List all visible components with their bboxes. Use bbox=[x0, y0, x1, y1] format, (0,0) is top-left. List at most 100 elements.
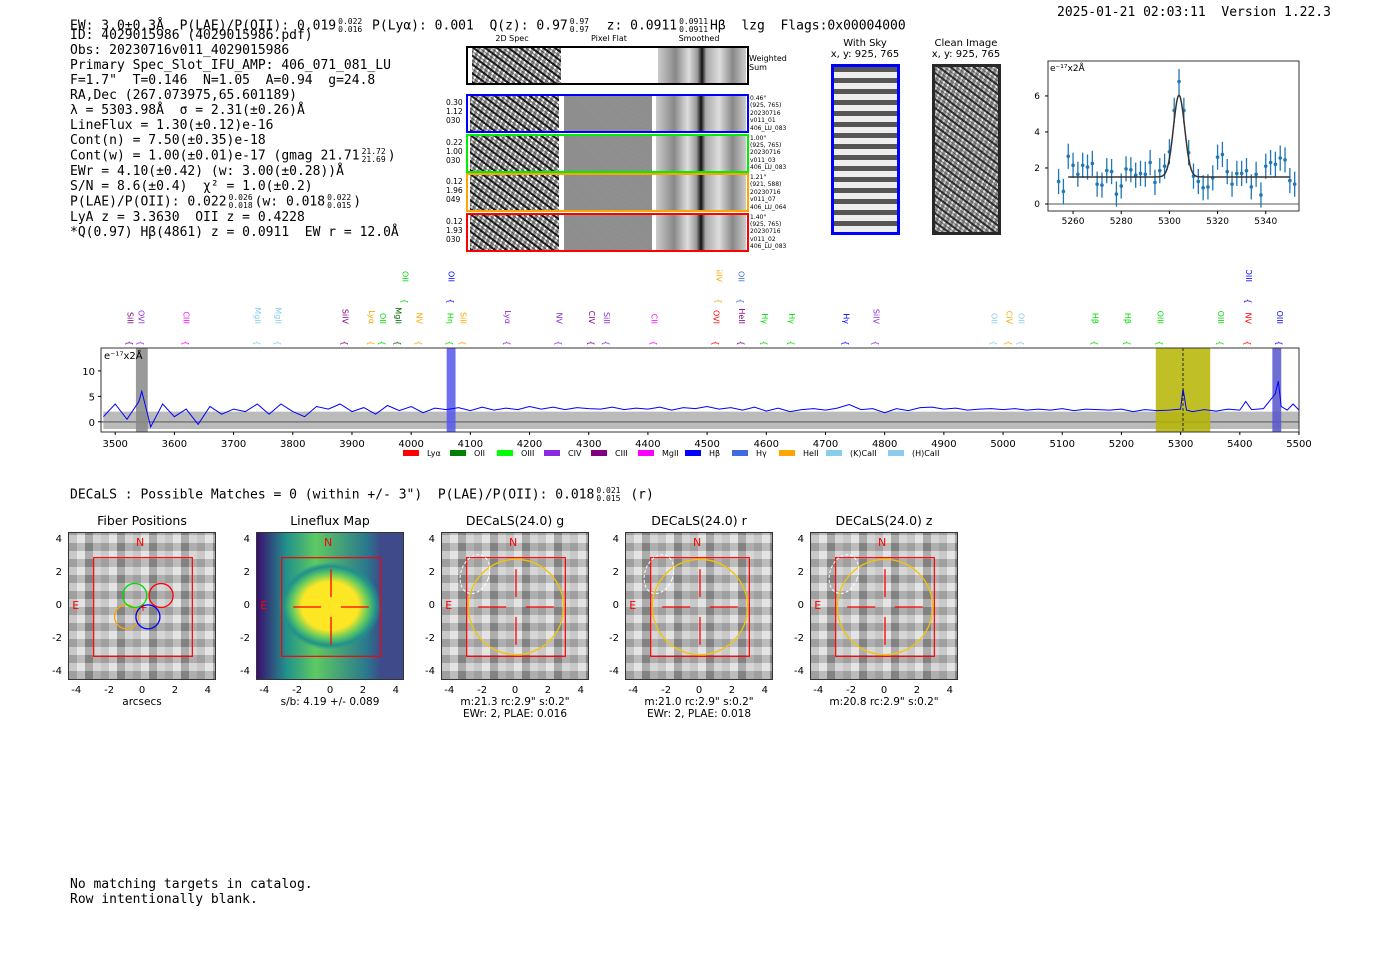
east-label: E bbox=[814, 599, 822, 612]
z-range: 0.0911 0.0911 bbox=[679, 18, 708, 34]
emission-line-label: Hβ bbox=[1090, 313, 1099, 324]
info-line: Obs: 20230716v011_4029015986 bbox=[70, 43, 290, 58]
x-tick-label: 2 bbox=[544, 685, 552, 696]
highlight-region bbox=[446, 348, 456, 432]
with-sky-image bbox=[831, 64, 900, 235]
info-line: Primary Spec_Slot_IFU_AMP: 406_071_081_L… bbox=[70, 58, 391, 73]
column-header: Pixel Flat bbox=[591, 34, 627, 43]
x-tick-label: -4 bbox=[71, 685, 82, 696]
exposure-info: 0.46" bbox=[750, 95, 767, 102]
exposure-stat: 030 bbox=[446, 116, 461, 125]
x-tick-label: 3900 bbox=[339, 439, 364, 450]
legend-label: OIII bbox=[521, 449, 534, 458]
aperture-box bbox=[650, 557, 750, 657]
emission-line-label: Lyα bbox=[503, 310, 512, 324]
emission-line-bracket: { bbox=[400, 298, 409, 303]
emission-line-bracket: { bbox=[366, 340, 375, 345]
emission-line-label: CII bbox=[649, 314, 658, 324]
x-tick-label: -2 bbox=[292, 685, 303, 696]
spectrum-axes-frame bbox=[100, 347, 1300, 433]
exposure-stat: 030 bbox=[446, 155, 461, 165]
emission-line-label: CIV bbox=[1004, 311, 1013, 325]
aperture-box bbox=[93, 557, 193, 657]
decals-plae-range: 0.021 0.015 bbox=[596, 487, 620, 503]
panel-title: DECaLS(24.0) r bbox=[651, 513, 747, 528]
x-tick-label: 3700 bbox=[221, 439, 246, 450]
column-header: Smoothed bbox=[678, 34, 720, 43]
emission-line-label: SiIV bbox=[714, 270, 723, 283]
info-block: ID: 4029015986 (4029015986.pdf) Obs: 2023… bbox=[70, 28, 399, 240]
data-point bbox=[1056, 179, 1061, 184]
emission-line-label: MgII bbox=[253, 307, 262, 324]
exposure-stat: 1.00 bbox=[446, 146, 463, 156]
exposure-info: 406_LU_083 bbox=[750, 124, 787, 132]
y-tick-label: 0 bbox=[243, 600, 250, 611]
emission-line-bracket: { bbox=[649, 340, 658, 345]
data-point bbox=[1109, 169, 1114, 174]
info-line: P(LAE)/P(OII): 0.022 0.026 0.018 (w: 0.018 0… bbox=[70, 194, 399, 210]
fiber-circle bbox=[122, 582, 148, 609]
emission-line-label: OIII bbox=[1244, 270, 1253, 282]
exposure-stat: 0.30 bbox=[446, 98, 463, 107]
plae-hi: 0.022 bbox=[338, 17, 363, 26]
data-point bbox=[1215, 155, 1220, 159]
exposure-info: 1.00" bbox=[750, 134, 767, 142]
y-tick-label: 2 bbox=[1034, 164, 1040, 174]
data-point bbox=[1129, 167, 1133, 172]
legend-swatch bbox=[497, 450, 513, 456]
emission-line-bracket: { bbox=[252, 340, 261, 345]
info-line: λ = 5303.98Å σ = 2.31(±0.26)Å bbox=[70, 103, 305, 118]
range-hi: 0.022 bbox=[327, 193, 352, 202]
emission-line-bracket: { bbox=[714, 298, 723, 303]
qz-text: Q(z): 0.97 bbox=[489, 18, 568, 34]
data-point bbox=[1220, 152, 1225, 157]
exposure-info: (925, 765) bbox=[750, 220, 782, 228]
data-point bbox=[1061, 189, 1066, 194]
spec-2d-image bbox=[470, 96, 559, 131]
data-point bbox=[1071, 163, 1075, 168]
smoothed-image bbox=[658, 48, 746, 83]
emission-line-label: OII bbox=[378, 313, 387, 324]
x-tick-label: -4 bbox=[444, 685, 455, 696]
value-range: 0.026 0.018 bbox=[229, 194, 253, 210]
data-point bbox=[1119, 184, 1124, 188]
y-tick-label: -4 bbox=[425, 665, 435, 677]
exposure-stat: 1.96 bbox=[446, 186, 463, 195]
aperture-box bbox=[281, 557, 381, 657]
x-tick-label: 2 bbox=[728, 685, 736, 696]
east-label: E bbox=[445, 599, 453, 612]
emission-line-label: SiII bbox=[602, 312, 611, 324]
exposure-info: 406_LU_083 bbox=[750, 164, 787, 172]
x-tick-label: 4900 bbox=[931, 439, 956, 450]
match-aperture-ellipse bbox=[651, 558, 749, 656]
x-tick-label: 5000 bbox=[990, 439, 1015, 450]
pixel-flat-image bbox=[564, 135, 652, 171]
catalog-line-2: Row intentionally blank. bbox=[70, 892, 258, 907]
data-point bbox=[1206, 185, 1210, 189]
qz-range: 0.97 0.97 bbox=[570, 18, 589, 34]
y-tick-label: 10 bbox=[82, 367, 95, 378]
legend-swatch bbox=[732, 450, 748, 456]
legend-label: (K)CaII bbox=[850, 449, 877, 458]
emission-line-label: SiII bbox=[459, 312, 468, 324]
z-lo: 0.0911 bbox=[679, 25, 709, 34]
data-point bbox=[1076, 172, 1080, 177]
panel-caption: EWr: 2, PLAE: 0.016 bbox=[462, 708, 568, 720]
emission-line-label: SiII bbox=[126, 312, 135, 324]
emission-line-label: OIII bbox=[1216, 311, 1225, 324]
data-point bbox=[1273, 162, 1278, 167]
x-tick-label: 0 bbox=[880, 685, 888, 696]
data-point bbox=[1085, 165, 1090, 169]
range-hi: 0.026 bbox=[228, 193, 253, 202]
info-line: ID: 4029015986 (4029015986.pdf) bbox=[70, 28, 313, 43]
emission-line-bracket: { bbox=[458, 340, 467, 345]
emission-line-bracket: { bbox=[445, 340, 454, 345]
z-hi: 0.0911 bbox=[679, 17, 709, 26]
x-tick-label: 0 bbox=[695, 685, 703, 696]
data-point bbox=[1239, 171, 1244, 176]
y-tick-label: 0 bbox=[89, 418, 95, 429]
emission-line-label: Hβ bbox=[1123, 313, 1132, 324]
with-sky-xy: x, y: 925, 765 bbox=[830, 49, 900, 60]
smoothed-image bbox=[656, 96, 746, 131]
data-point bbox=[1090, 161, 1095, 166]
